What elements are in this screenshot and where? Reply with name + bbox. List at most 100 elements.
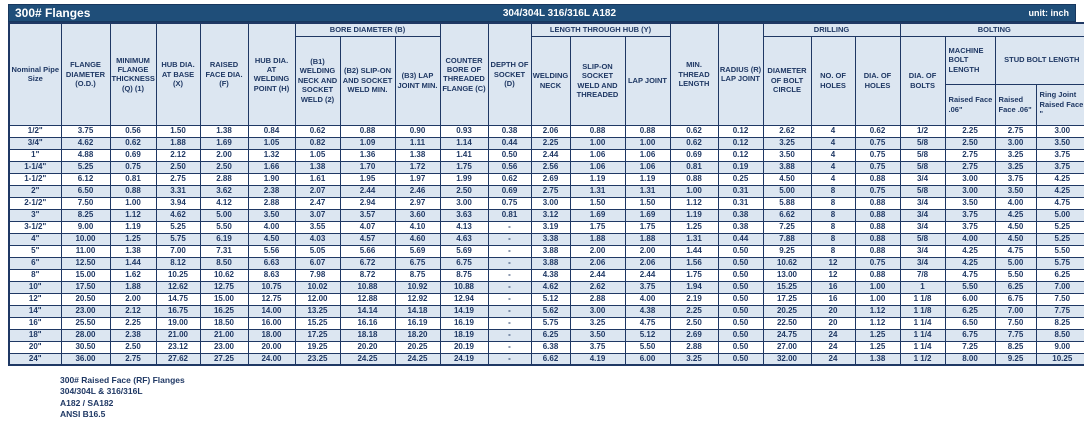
table-cell: 1.19: [624, 172, 671, 186]
pipe-size-cell: 18": [8, 328, 62, 342]
header-sub-row: Raised Face .06" Raised Face .06" Ring J…: [9, 83, 1084, 126]
table-cell: 4.62: [60, 136, 111, 150]
table-cell: 0.38: [487, 124, 532, 138]
table-cell: 0.50: [487, 148, 532, 162]
table-cell: 10.25: [1035, 352, 1084, 366]
table-cell: 10.88: [339, 280, 396, 294]
table-cell: 1.56: [669, 256, 719, 270]
table-cell: 0.75: [487, 196, 532, 210]
table-cell: 1.38: [199, 124, 249, 138]
table-cell: 19.25: [294, 340, 341, 354]
table-cell: -: [487, 232, 532, 246]
group-header-bore-diameter: BORE DIAMETER (B): [294, 22, 441, 37]
col-header-radius-lap: RADIUS (R) LAP JOINT: [717, 22, 764, 126]
col-header-hub-dia-weld: HUB DIA. AT WELDING POINT (H): [247, 22, 296, 126]
table-cell: 3.00: [944, 172, 996, 186]
table-cell: 16.25: [199, 304, 249, 318]
table-cell: 12.92: [394, 292, 441, 306]
table-cell: 4.63: [439, 232, 489, 246]
page-title: 300# Flanges: [15, 6, 91, 20]
table-cell: 18.18: [339, 328, 396, 342]
col-header-welding-neck: WELDING NECK: [530, 35, 571, 126]
table-cell: 0.38: [717, 208, 764, 222]
table-cell: 6.75: [994, 292, 1037, 306]
table-cell: 15.25: [294, 316, 341, 330]
table-cell: 14.75: [155, 292, 201, 306]
subcol-header-machine-raised-face: Raised Face .06": [944, 83, 996, 126]
table-cell: 3.25: [994, 160, 1037, 174]
table-cell: 4.25: [944, 244, 996, 258]
table-cell: 12: [810, 256, 856, 270]
col-header-hub-dia-base: HUB DIA. AT BASE (X): [155, 22, 201, 126]
table-cell: 7.00: [1035, 280, 1084, 294]
table-cell: 2.46: [394, 184, 441, 198]
unit-label: unit: inch: [1028, 8, 1070, 18]
table-cell: 1.41: [439, 148, 489, 162]
table-cell: 20: [810, 316, 856, 330]
table-cell: 4.25: [994, 208, 1037, 222]
table-cell: 5.75: [1035, 256, 1084, 270]
table-cell: 4.50: [247, 232, 296, 246]
table-cell: 0.56: [109, 124, 157, 138]
table-cell: 2.88: [199, 172, 249, 186]
table-cell: 1.14: [439, 136, 489, 150]
table-cell: 1.44: [669, 244, 719, 258]
table-cell: 5/8: [899, 136, 946, 150]
table-cell: 5.05: [294, 244, 341, 258]
table-cell: 16: [810, 280, 856, 294]
table-cell: 7.50: [994, 316, 1037, 330]
table-cell: 0.81: [109, 172, 157, 186]
table-row: 5" 11.00 1.38 7.00 7.31 5.56 5.05 5.66 5.69 5.69-…: [8, 244, 1084, 258]
table-cell: 2.75: [944, 148, 996, 162]
table-cell: 10.75: [247, 280, 296, 294]
table-cell: 1.69: [569, 208, 626, 222]
table-row: 6" 12.50 1.44 8.12 8.50 6.63 6.07 6.72 6.75 6.75-…: [8, 256, 1084, 270]
table-cell: 4: [810, 160, 856, 174]
table-cell: 0.88: [624, 124, 671, 138]
table-cell: 1/2: [899, 124, 946, 138]
table-cell: 4.00: [247, 220, 296, 234]
table-cell: 1 1/8: [899, 292, 946, 306]
table-cell: 1.75: [669, 268, 719, 282]
table-cell: 0.50: [717, 316, 764, 330]
table-cell: 24.19: [439, 352, 489, 366]
col-header-pipe-size: Nominal Pipe Size: [8, 22, 62, 126]
table-cell: 7.88: [762, 232, 812, 246]
table-cell: 6.38: [530, 340, 571, 354]
group-header-drilling: DRILLING: [762, 22, 901, 37]
table-row: 2" 6.50 0.88 3.31 3.62 2.38 2.07 2.44 2.46 2.50 0.…: [8, 184, 1084, 198]
table-row: 14" 23.00 2.12 16.75 16.25 14.00 13.25 14.14 14.…: [8, 304, 1084, 318]
table-cell: 2.62: [762, 124, 812, 138]
table-cell: 14.18: [394, 304, 441, 318]
table-row: 1" 4.88 0.69 2.12 2.00 1.32 1.05 1.36 1.38 1.41 0.…: [8, 148, 1084, 162]
table-cell: 17.25: [294, 328, 341, 342]
table-cell: 5.00: [994, 256, 1037, 270]
table-cell: 2.88: [569, 292, 626, 306]
table-cell: 4.25: [1035, 184, 1084, 198]
col-header-slip-on: SLIP-ON SOCKET WELD AND THREADED: [569, 35, 626, 126]
table-cell: 20: [810, 304, 856, 318]
col-header-bolt-circle: DIAMETER OF BOLT CIRCLE: [762, 35, 812, 126]
table-cell: 7.00: [155, 244, 201, 258]
table-cell: 5.69: [439, 244, 489, 258]
table-cell: 6.62: [762, 208, 812, 222]
table-cell: 4.75: [994, 244, 1037, 258]
table-cell: 0.62: [669, 124, 719, 138]
table-cell: 1.50: [155, 124, 201, 138]
table-cell: 2.75: [994, 124, 1037, 138]
table-cell: 1 1/4: [899, 340, 946, 354]
pipe-size-cell: 8": [8, 268, 62, 282]
table-cell: 0.88: [339, 124, 396, 138]
table-cell: 2.06: [530, 124, 571, 138]
table-cell: 6.63: [247, 256, 296, 270]
table-cell: 25.50: [60, 316, 111, 330]
table-cell: 1.00: [109, 196, 157, 210]
table-cell: 0.38: [717, 220, 764, 234]
table-cell: 0.50: [717, 256, 764, 270]
table-cell: 3.50: [944, 196, 996, 210]
table-cell: 4.13: [439, 220, 489, 234]
table-cell: 13.00: [762, 268, 812, 282]
col-header-b1: (B1) WELDING NECK AND SOCKET WELD (2): [294, 35, 341, 126]
table-cell: 1.88: [155, 136, 201, 150]
table-cell: 4.10: [394, 220, 441, 234]
